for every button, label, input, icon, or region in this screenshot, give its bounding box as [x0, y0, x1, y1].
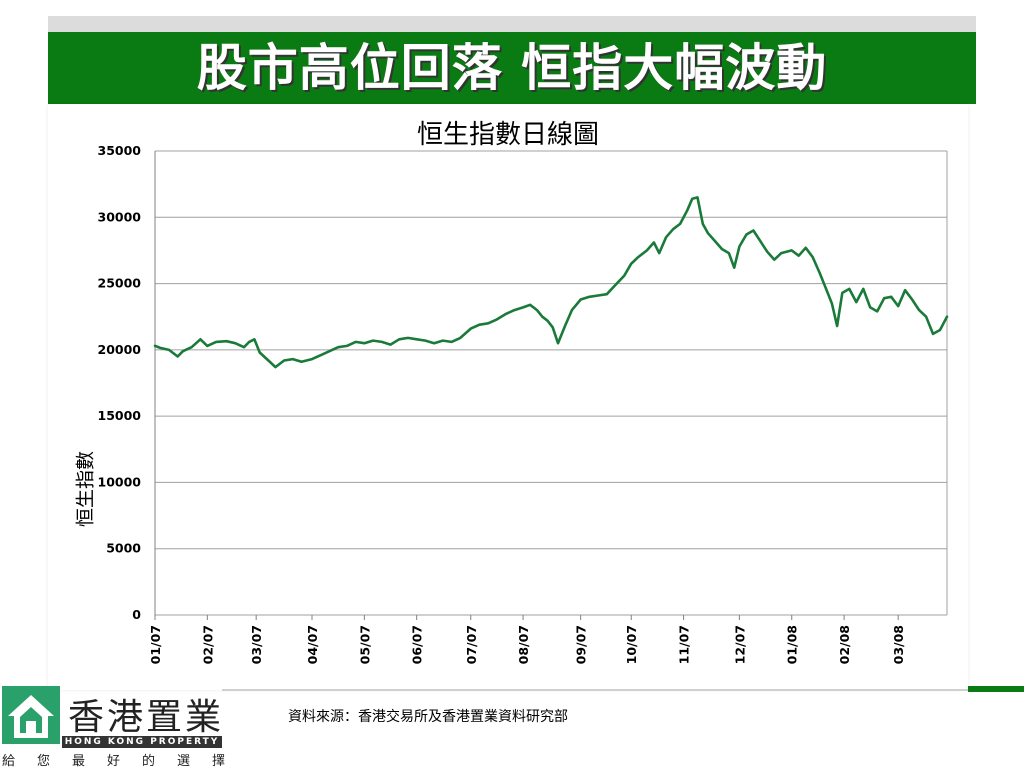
x-tick-label: 02/07: [200, 625, 215, 664]
company-logo: 香港置業 HONG KONG PROPERTY 給您最好的選擇: [0, 686, 248, 769]
grid-layer: [154, 150, 948, 616]
x-tick-label: 03/07: [249, 625, 264, 664]
x-tick-label: 10/07: [624, 625, 639, 664]
logo-slogan: 給您最好的選擇: [2, 754, 248, 769]
y-tick-label: 15000: [98, 408, 142, 423]
chart-svg: 0 5000 10000 15000 20000 25000 30000 35000 01/0…: [98, 143, 949, 664]
x-tick-label: 04/07: [305, 625, 320, 664]
top-strip: [48, 16, 976, 32]
x-tick-label: 07/07: [464, 625, 479, 664]
source-note: 資料來源：香港交易所及香港置業資料研究部: [288, 709, 568, 725]
x-tick-labels: 01/07 02/07 03/07 04/07 05/07 06/07 07/07 08/07…: [148, 615, 906, 664]
y-tick-label: 10000: [98, 474, 142, 489]
y-axis-label: 恒生指數: [74, 450, 97, 528]
slide-title: 股市高位回落 恒指大幅波動: [196, 39, 828, 97]
logo-name-cn: 香港置業: [68, 697, 225, 738]
y-tick-label: 25000: [98, 276, 142, 291]
y-tick-label: 20000: [98, 342, 142, 357]
chart-panel: 0 5000 10000 15000 20000 25000 30000 35000 01/0…: [48, 104, 968, 690]
x-tick-label: 11/07: [677, 625, 692, 664]
x-tick-label: 03/08: [891, 625, 906, 664]
y-tick-label: 0: [132, 607, 141, 622]
logo-name-en-bar: HONG KONG PROPERTY: [62, 736, 222, 748]
footer-divider: [222, 689, 1024, 691]
x-tick-label: 12/07: [732, 625, 747, 664]
chart-title: 恒生指數日線圖: [416, 120, 599, 150]
y-tick-label: 5000: [106, 541, 141, 556]
x-tick-label: 05/07: [357, 625, 372, 664]
house-icon: [2, 686, 60, 744]
x-tick-label: 02/08: [837, 625, 852, 664]
series-layer: [153, 196, 949, 369]
footer-accent: [968, 686, 1024, 692]
y-tick-label: 30000: [98, 209, 142, 224]
y-tick-labels: 0 5000 10000 15000 20000 25000 30000 35000: [98, 143, 142, 622]
title-bar: 股市高位回落 恒指大幅波動: [48, 32, 976, 104]
x-tick-label: 09/07: [574, 625, 589, 664]
x-tick-label: 01/08: [785, 625, 800, 664]
x-tick-label: 06/07: [410, 625, 425, 664]
y-tick-label: 35000: [98, 143, 142, 158]
series-line-hsi: [153, 196, 949, 369]
logo-name-en: HONG KONG PROPERTY: [64, 737, 220, 747]
x-tick-label: 08/07: [516, 625, 531, 664]
x-tick-label: 01/07: [148, 625, 163, 664]
